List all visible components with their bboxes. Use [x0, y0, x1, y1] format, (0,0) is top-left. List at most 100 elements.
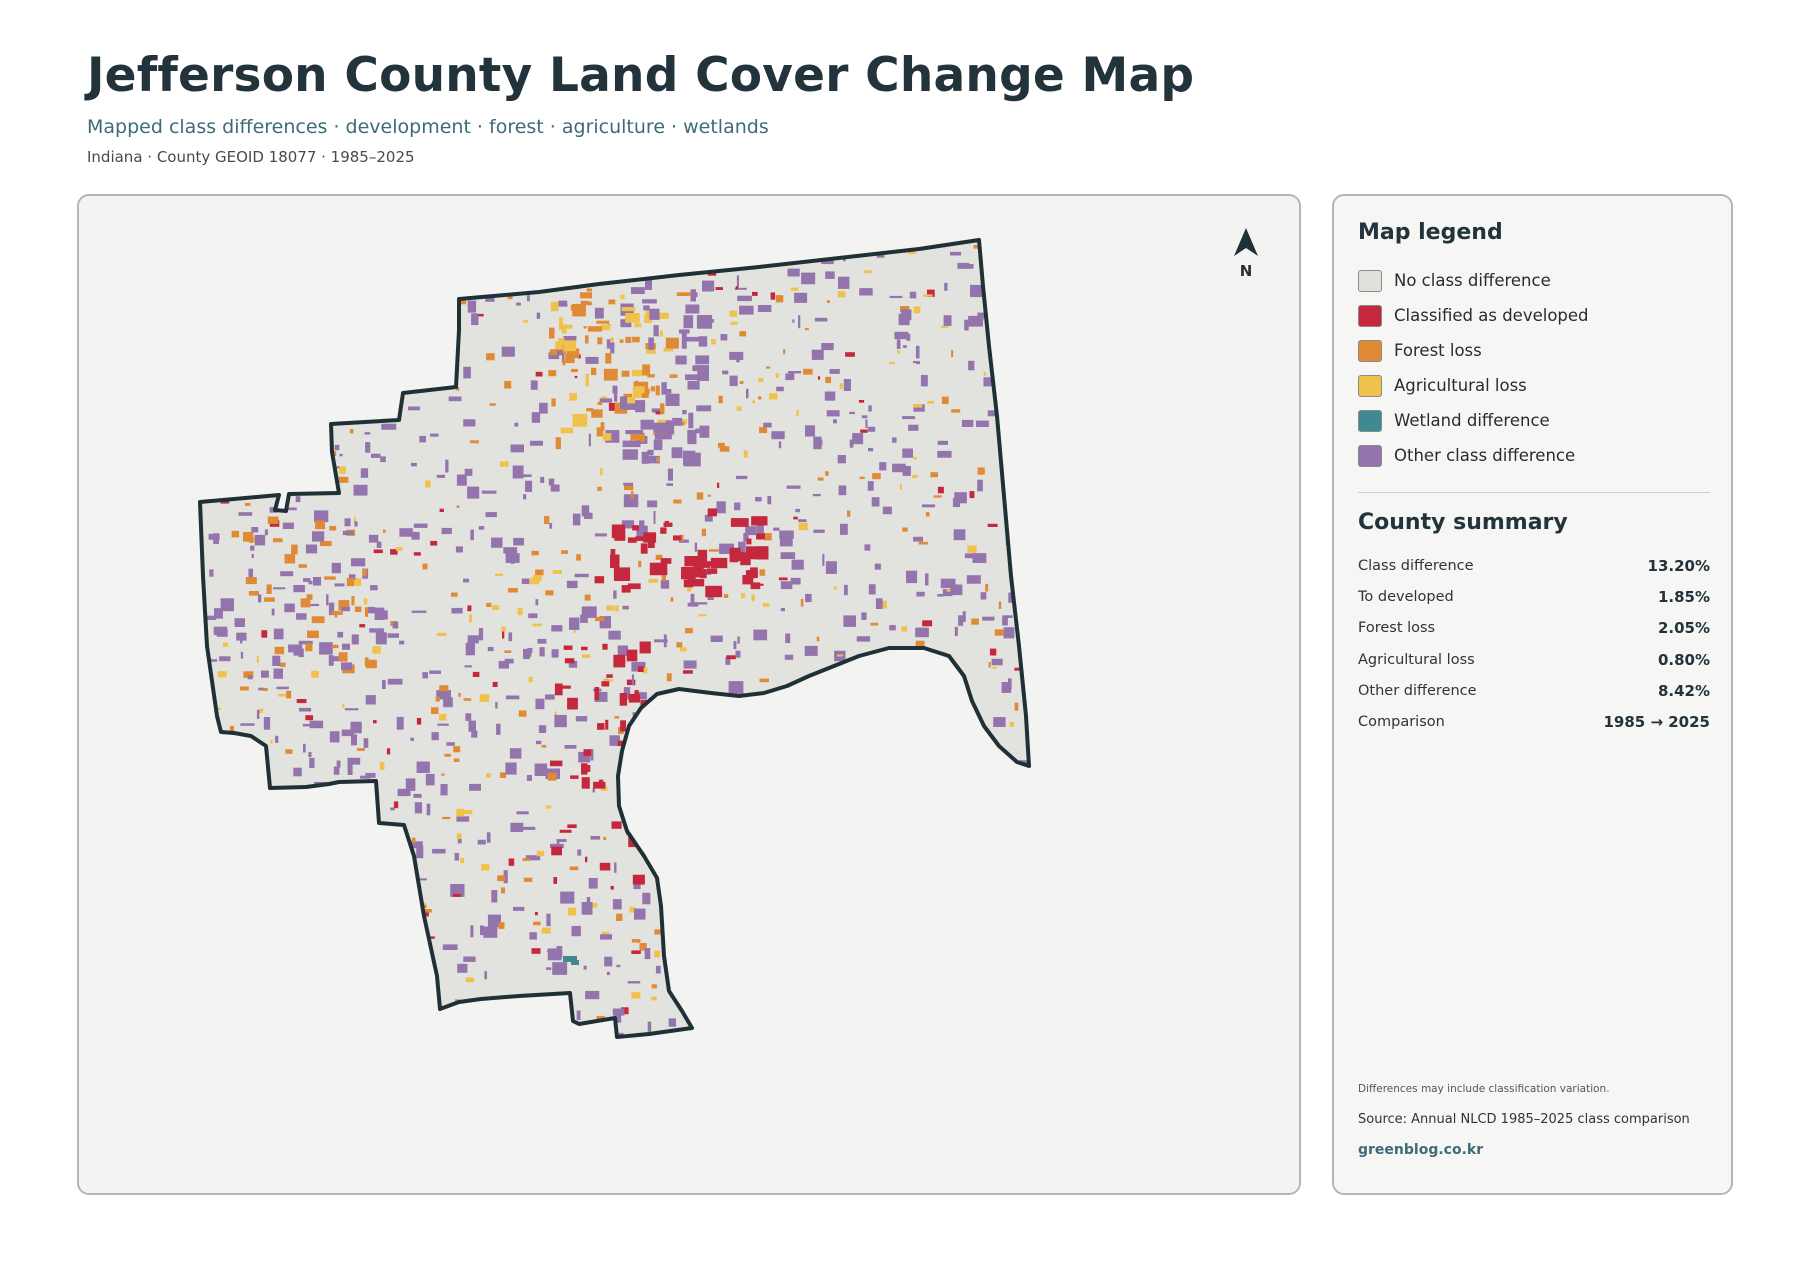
change-patch: [245, 305, 248, 316]
map-panel[interactable]: N: [77, 194, 1301, 1195]
change-patch: [1022, 524, 1029, 532]
change-patch: [420, 1003, 423, 1011]
change-patch: [448, 396, 462, 402]
change-patch: [315, 520, 325, 530]
change-patch: [940, 685, 948, 692]
change-patch: [422, 909, 432, 913]
change-patch: [547, 948, 562, 961]
change-patch: [226, 353, 235, 357]
change-patch: [352, 820, 361, 828]
change-patch: [611, 821, 622, 829]
change-patch: [632, 712, 636, 717]
change-patch: [983, 377, 995, 387]
change-patch: [430, 540, 438, 546]
change-patch: [892, 1028, 896, 1034]
north-label: N: [1240, 262, 1253, 280]
change-patch: [499, 461, 509, 467]
change-patch: [427, 266, 432, 277]
change-patch: [888, 726, 896, 738]
change-patch: [795, 1000, 805, 1004]
change-patch: [250, 875, 254, 883]
change-patch: [435, 696, 440, 702]
change-patch: [278, 693, 286, 697]
change-patch: [873, 1014, 877, 1024]
credit-link[interactable]: greenblog.co.kr: [1358, 1142, 1484, 1158]
change-patch: [373, 720, 377, 724]
change-patch: [621, 397, 636, 409]
change-patch: [648, 578, 658, 583]
change-patch: [704, 514, 713, 522]
change-patch: [298, 640, 313, 645]
change-patch: [222, 642, 228, 647]
change-patch: [486, 353, 495, 361]
change-patch: [840, 523, 848, 535]
change-patch: [846, 727, 852, 735]
change-patch: [825, 271, 835, 279]
change-patch: [305, 934, 317, 942]
change-patch: [528, 613, 538, 619]
change-patch: [855, 833, 859, 838]
change-patch: [569, 617, 580, 630]
change-patch: [237, 294, 244, 305]
change-patch: [549, 523, 553, 529]
change-patch: [750, 567, 758, 575]
change-patch: [612, 1008, 625, 1016]
change-patch: [679, 534, 684, 542]
change-patch: [1025, 781, 1029, 785]
change-patch: [847, 940, 858, 946]
change-patch: [786, 814, 794, 827]
change-patch: [941, 325, 949, 328]
change-patch: [504, 380, 512, 389]
change-patch: [376, 541, 382, 548]
change-patch: [581, 646, 588, 651]
change-patch: [1003, 627, 1015, 639]
change-patch: [613, 567, 631, 581]
change-patch: [327, 338, 339, 352]
change-patch: [311, 1041, 320, 1051]
change-patch: [665, 420, 675, 435]
change-patch: [879, 727, 886, 740]
change-patch: [588, 433, 591, 447]
county-map[interactable]: N: [79, 196, 1301, 1195]
change-patch: [820, 946, 832, 956]
change-patch: [781, 914, 784, 917]
change-patch: [647, 1021, 652, 1032]
change-patch: [924, 995, 927, 1008]
change-patch: [868, 584, 876, 595]
change-patch: [671, 447, 683, 459]
change-patch: [780, 552, 796, 559]
change-patch: [469, 614, 472, 623]
change-patch: [258, 687, 265, 691]
change-patch: [298, 918, 304, 923]
change-patch: [591, 367, 597, 376]
change-patch: [526, 295, 530, 302]
change-patch: [816, 636, 820, 642]
change-patch: [313, 824, 328, 836]
change-patch: [755, 497, 762, 502]
change-patch: [525, 240, 534, 253]
change-patch: [305, 715, 314, 721]
change-patch: [619, 339, 624, 343]
change-patch: [767, 928, 777, 931]
change-patch: [558, 300, 568, 306]
change-patch: [912, 1045, 916, 1049]
change-patch: [575, 716, 588, 722]
legend-item: Classified as developed: [1358, 298, 1589, 333]
change-patch: [786, 906, 790, 913]
change-patch: [908, 424, 919, 431]
change-patch: [762, 603, 770, 607]
change-patch: [899, 483, 902, 490]
change-patch: [567, 907, 577, 916]
change-patch: [750, 582, 761, 590]
change-patch: [690, 945, 706, 949]
change-patch: [367, 928, 371, 932]
change-patch: [632, 336, 640, 343]
change-patch: [631, 992, 641, 999]
change-patch: [399, 640, 405, 645]
change-patch: [715, 825, 725, 829]
change-patch: [718, 442, 725, 448]
change-patch: [905, 914, 916, 920]
change-patch: [412, 242, 419, 248]
change-patch: [534, 763, 548, 776]
change-patch: [623, 403, 639, 410]
